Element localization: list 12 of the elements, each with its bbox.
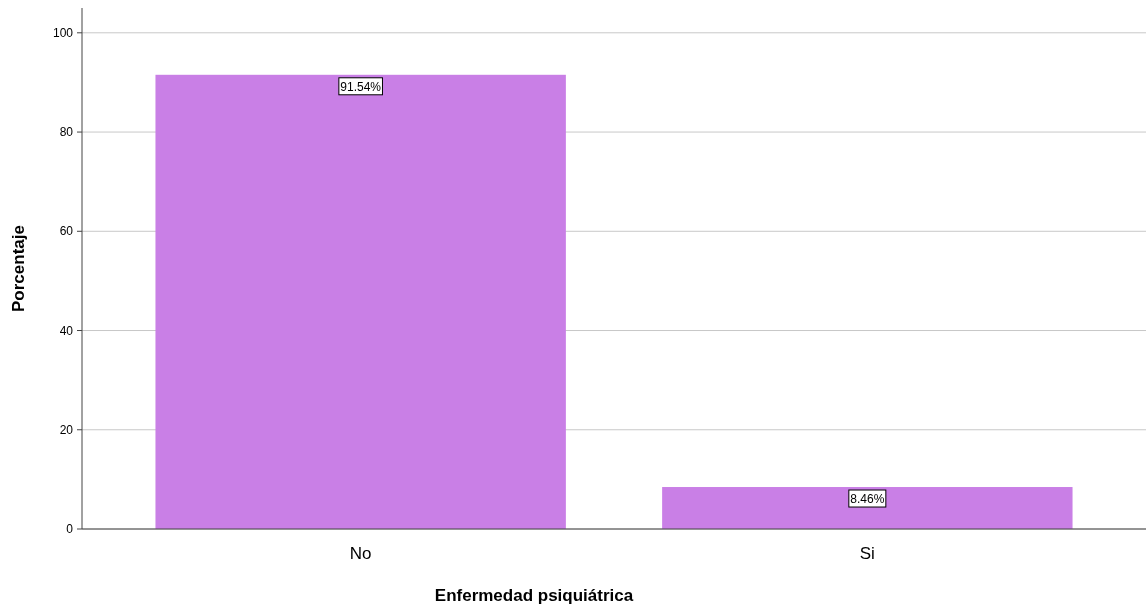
y-tick-label: 20: [59, 422, 74, 437]
y-axis-title: Porcentaje: [9, 225, 28, 312]
y-tick-label: 80: [59, 125, 74, 140]
data-label: 8.46%: [850, 492, 885, 507]
x-axis-title: Enfermedad psiquiátrica: [434, 586, 634, 605]
y-tick-label: 40: [59, 323, 74, 338]
x-tick-label: Si: [859, 544, 875, 563]
data-label: 91.54%: [340, 79, 382, 94]
y-tick-label: 100: [52, 25, 74, 40]
x-tick-label: No: [349, 544, 372, 563]
y-tick-label: 0: [66, 522, 74, 536]
y-tick-label: 60: [59, 224, 74, 239]
